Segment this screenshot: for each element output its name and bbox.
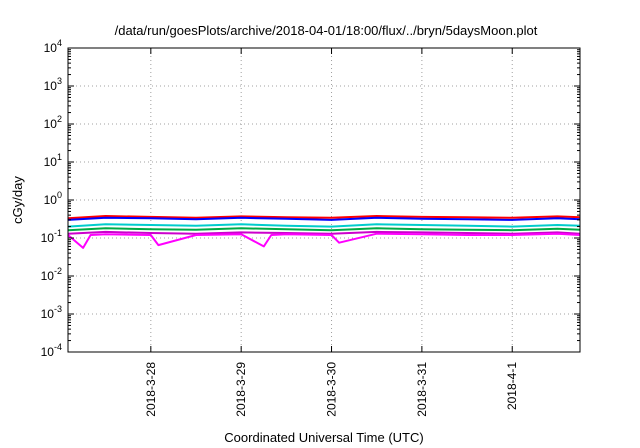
y-tick-label: 10-4 (41, 342, 62, 359)
x-tick-label: 2018-4-1 (505, 362, 519, 410)
series-line-3 (67, 223, 581, 228)
series-line-5 (67, 230, 581, 235)
y-tick-label: 102 (44, 114, 62, 131)
x-axis-label: Coordinated Universal Time (UTC) (224, 430, 423, 445)
series-lines (67, 215, 581, 249)
x-tick-label: 2018-3-29 (234, 362, 248, 417)
x-tick-label: 2018-3-28 (144, 362, 158, 417)
y-tick-label: 101 (44, 152, 62, 169)
grid-lines (68, 48, 580, 352)
y-tick-label: 104 (44, 38, 62, 55)
x-axis-ticks: 2018-3-28 2018-3-29 2018-3-30 2018-3-31 2018… (144, 48, 519, 417)
chart-title: /data/run/goesPlots/archive/2018-04-01/1… (115, 23, 538, 38)
y-tick-label: 10-3 (41, 304, 62, 321)
series-line-2 (67, 216, 581, 221)
y-tick-label: 10-2 (41, 266, 62, 283)
x-tick-label: 2018-3-30 (325, 362, 339, 417)
y-axis-label: cGy/day (10, 176, 25, 224)
y-tick-label: 103 (44, 76, 62, 93)
y-axis-ticks: 10-4 10-3 10-2 10-1 100 101 102 103 104 (41, 38, 580, 359)
y-tick-label: 10-1 (41, 228, 62, 245)
series-line-1 (67, 215, 581, 220)
x-tick-label: 2018-3-31 (415, 362, 429, 417)
y-tick-label: 100 (44, 190, 62, 207)
series-line-6 (67, 232, 581, 249)
series-line-4 (67, 227, 581, 232)
